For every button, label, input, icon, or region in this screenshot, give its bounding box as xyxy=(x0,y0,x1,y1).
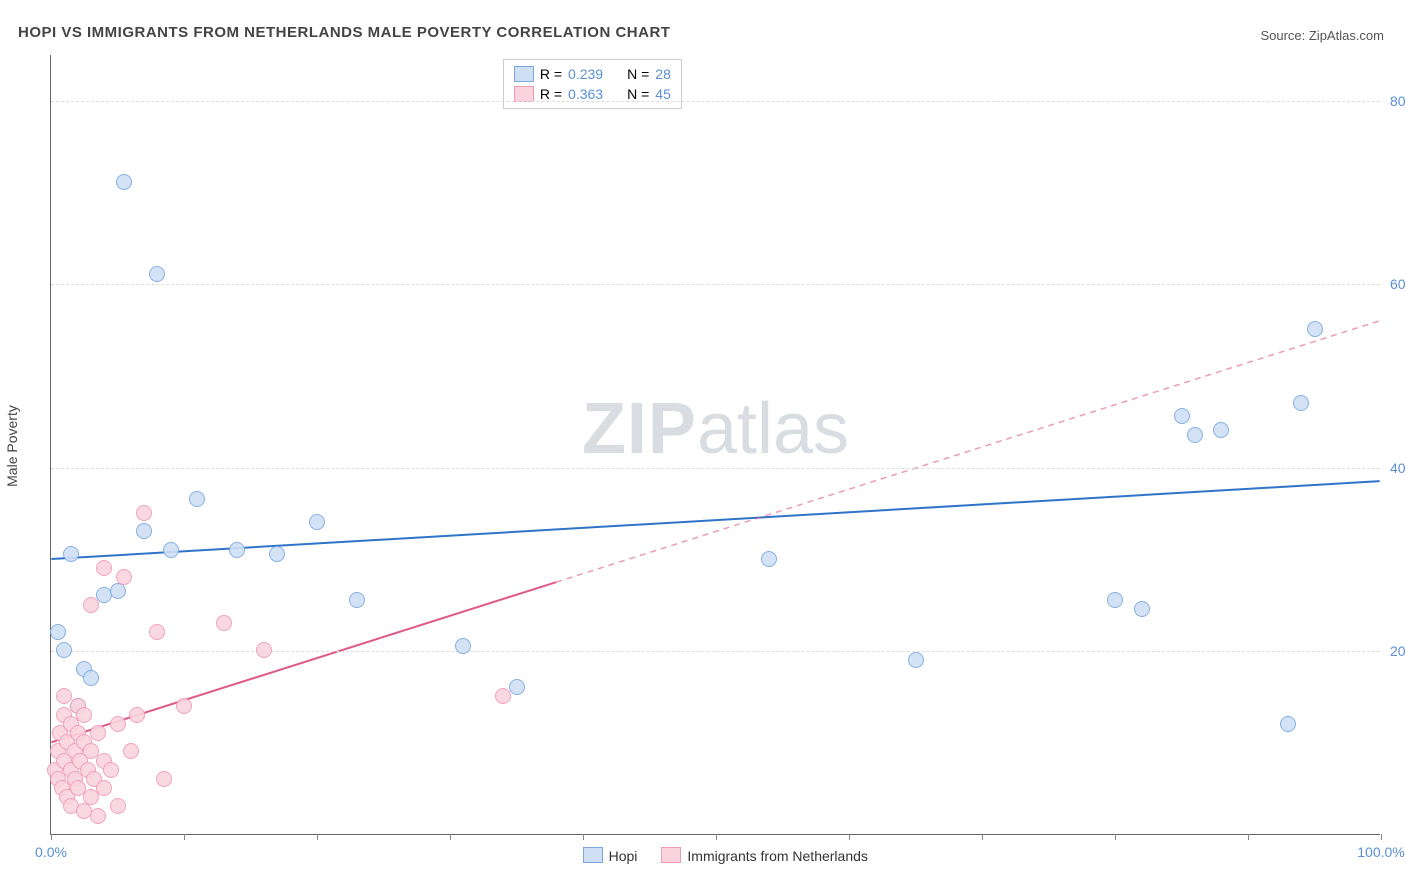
data-point xyxy=(83,597,99,613)
watermark-zip: ZIP xyxy=(582,389,697,469)
data-point xyxy=(256,642,272,658)
y-tick-label: 60.0% xyxy=(1382,276,1406,292)
x-tick xyxy=(1248,834,1249,840)
data-point xyxy=(136,505,152,521)
data-point xyxy=(908,652,924,668)
x-tick xyxy=(1115,834,1116,840)
x-tick xyxy=(450,834,451,840)
x-tick xyxy=(317,834,318,840)
data-point xyxy=(83,670,99,686)
data-point xyxy=(116,569,132,585)
data-point xyxy=(149,624,165,640)
data-point xyxy=(216,615,232,631)
legend-label: Immigrants from Netherlands xyxy=(687,848,868,864)
chart-plot-area: ZIPatlas R =0.239N =28R =0.363N =45 Hopi… xyxy=(50,55,1380,835)
legend-r-value: 0.363 xyxy=(568,86,603,102)
data-point xyxy=(63,546,79,562)
data-point xyxy=(1293,395,1309,411)
trend-line-solid xyxy=(51,481,1379,559)
x-axis-max-label: 100.0% xyxy=(1357,844,1404,860)
legend-swatch xyxy=(661,847,681,863)
data-point xyxy=(495,688,511,704)
x-tick xyxy=(849,834,850,840)
legend-label: Hopi xyxy=(609,848,638,864)
data-point xyxy=(1280,716,1296,732)
data-point xyxy=(309,514,325,530)
watermark: ZIPatlas xyxy=(582,388,849,470)
gridline xyxy=(51,284,1380,285)
gridline xyxy=(51,101,1380,102)
x-axis-min-label: 0.0% xyxy=(35,844,67,860)
legend-series: Hopi Immigrants from Netherlands xyxy=(583,847,868,864)
legend-n-value: 28 xyxy=(655,66,671,82)
data-point xyxy=(1174,408,1190,424)
data-point xyxy=(110,798,126,814)
trend-lines xyxy=(51,55,1380,834)
legend-stat-row: R = 0.239 N = 28 xyxy=(514,64,671,84)
legend-n-label: N = xyxy=(627,66,649,82)
y-axis-title: Male Poverty xyxy=(4,405,20,487)
trend-line-dashed xyxy=(556,321,1380,582)
x-tick xyxy=(982,834,983,840)
watermark-atlas: atlas xyxy=(697,389,849,469)
data-point xyxy=(455,638,471,654)
x-tick xyxy=(184,834,185,840)
data-point xyxy=(229,542,245,558)
data-point xyxy=(269,546,285,562)
data-point xyxy=(90,725,106,741)
data-point xyxy=(1307,321,1323,337)
y-tick-label: 20.0% xyxy=(1382,643,1406,659)
data-point xyxy=(149,266,165,282)
data-point xyxy=(136,523,152,539)
data-point xyxy=(1187,427,1203,443)
source-value: ZipAtlas.com xyxy=(1309,28,1384,43)
data-point xyxy=(50,624,66,640)
chart-title: HOPI VS IMMIGRANTS FROM NETHERLANDS MALE… xyxy=(18,24,670,41)
data-point xyxy=(90,808,106,824)
x-tick xyxy=(716,834,717,840)
data-point xyxy=(123,743,139,759)
legend-r-label: R = xyxy=(540,66,562,82)
data-point xyxy=(349,592,365,608)
data-point xyxy=(761,551,777,567)
legend-swatch xyxy=(514,86,534,102)
data-point xyxy=(163,542,179,558)
trend-line-solid xyxy=(51,582,556,742)
data-point xyxy=(110,583,126,599)
legend-n-value: 45 xyxy=(655,86,671,102)
data-point xyxy=(76,707,92,723)
data-point xyxy=(129,707,145,723)
legend-n-label: N = xyxy=(627,86,649,102)
legend-swatch xyxy=(583,847,603,863)
source-label: Source: xyxy=(1260,28,1308,43)
legend-swatch xyxy=(514,66,534,82)
legend-item: Immigrants from Netherlands xyxy=(661,847,868,864)
data-point xyxy=(103,762,119,778)
y-tick-label: 80.0% xyxy=(1382,93,1406,109)
data-point xyxy=(96,560,112,576)
legend-r-value: 0.239 xyxy=(568,66,603,82)
legend-r-label: R = xyxy=(540,86,562,102)
legend-item: Hopi xyxy=(583,847,638,864)
x-tick xyxy=(583,834,584,840)
data-point xyxy=(156,771,172,787)
gridline xyxy=(51,651,1380,652)
x-tick xyxy=(1381,834,1382,840)
gridline xyxy=(51,468,1380,469)
data-point xyxy=(96,780,112,796)
data-point xyxy=(110,716,126,732)
data-point xyxy=(189,491,205,507)
data-point xyxy=(1107,592,1123,608)
y-tick-label: 40.0% xyxy=(1382,460,1406,476)
data-point xyxy=(1134,601,1150,617)
source-attribution: Source: ZipAtlas.com xyxy=(1260,28,1384,43)
data-point xyxy=(509,679,525,695)
data-point xyxy=(176,698,192,714)
x-tick xyxy=(51,834,52,840)
data-point xyxy=(56,642,72,658)
data-point xyxy=(1213,422,1229,438)
data-point xyxy=(116,174,132,190)
